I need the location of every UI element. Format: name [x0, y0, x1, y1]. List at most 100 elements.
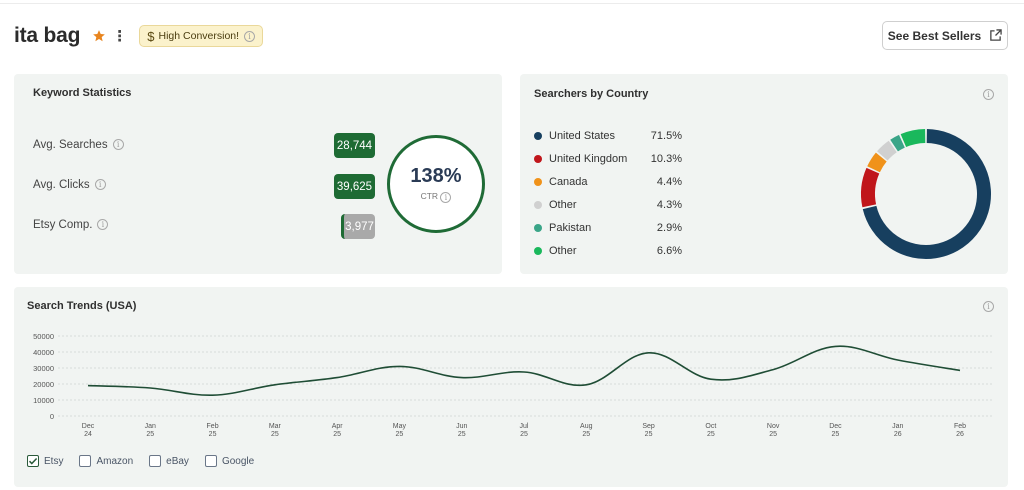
search-trends-panel: Search Trends (USA) i 0 10000 20000 30000 40…: [14, 287, 1008, 487]
x-tick-label: Nov: [767, 423, 780, 430]
info-icon[interactable]: i: [97, 219, 109, 231]
legend-label: Google: [221, 455, 255, 467]
x-tick-label: May: [393, 423, 407, 430]
x-tick-label: 25: [146, 431, 154, 438]
country-percent: 6.6%: [656, 245, 682, 257]
info-icon[interactable]: i: [244, 30, 256, 42]
checkbox[interactable]: [27, 455, 39, 467]
etsy-comp-value: 3,977: [341, 214, 375, 239]
searchers-by-country-panel: Searchers by Country i United States 71.5…: [520, 74, 1008, 274]
ctr-gauge: 138% CTR i: [387, 135, 485, 233]
x-tick-label: Dec: [82, 423, 95, 430]
x-tick-label: 25: [645, 431, 653, 438]
country-list-item: Canada 4.4%: [534, 174, 682, 190]
country-name: Other: [549, 199, 577, 211]
x-tick-label: 25: [582, 431, 590, 438]
legend-dot: [534, 178, 542, 186]
x-tick-label: Jan: [145, 423, 156, 430]
checkbox[interactable]: [149, 455, 162, 467]
star-icon[interactable]: [92, 29, 106, 43]
x-tick-label: Jul: [520, 423, 529, 430]
donut-slice: [877, 140, 897, 161]
see-best-sellers-button[interactable]: See Best Sellers: [882, 21, 1008, 50]
legend-dot: [534, 247, 542, 255]
country-percent: 71.5%: [650, 130, 682, 142]
checkbox[interactable]: [79, 455, 92, 467]
x-tick-label: 26: [894, 431, 902, 438]
ctr-label: CTR: [420, 191, 439, 202]
legend-label: eBay: [166, 455, 189, 467]
x-tick-label: Aug: [580, 423, 593, 430]
checkbox[interactable]: [204, 455, 217, 467]
see-best-sellers-label: See Best Sellers: [887, 28, 982, 43]
country-list-item: United Kingdom 10.3%: [534, 151, 682, 167]
info-icon[interactable]: i: [112, 139, 124, 151]
donut-slice: [862, 129, 991, 259]
country-list-item: United States 71.5%: [534, 128, 682, 144]
legend-dot: [534, 201, 542, 209]
etsy-comp-label: Etsy Comp. i: [33, 219, 109, 231]
donut-slice: [890, 134, 905, 152]
x-tick-label: 25: [769, 431, 777, 438]
avg-clicks-value: 39,625: [334, 174, 375, 199]
y-tick-label: 0: [50, 412, 54, 421]
x-tick-label: 25: [333, 431, 341, 438]
country-name: Other: [549, 245, 577, 257]
chart-legend: Etsy Amazon eBay Google: [27, 455, 270, 467]
legend-item-amazon[interactable]: Amazon: [79, 455, 133, 467]
legend-item-google[interactable]: Google: [204, 455, 255, 467]
legend-label: Etsy: [44, 455, 64, 467]
donut-slice: [900, 129, 926, 148]
info-icon[interactable]: i: [440, 191, 452, 203]
x-tick-label: 25: [458, 431, 466, 438]
search-trends-chart: 01000020000300004000050000Dec24Jan25Feb2…: [33, 332, 992, 438]
country-name: United States: [549, 130, 616, 142]
y-tick-label: 30000: [33, 364, 54, 373]
legend-item-ebay[interactable]: eBay: [149, 455, 189, 467]
country-percent: 2.9%: [656, 222, 682, 234]
x-tick-label: Apr: [332, 423, 344, 430]
avg-searches-value: 28,744: [334, 133, 375, 158]
badge-label: High Conversion!: [158, 30, 240, 42]
x-tick-label: Mar: [269, 423, 282, 430]
header: ita bag ⋮ $ High Conversion! i: [14, 22, 264, 50]
trends-panel-title: Search Trends (USA): [27, 300, 137, 312]
more-options-icon[interactable]: ⋮: [112, 27, 128, 45]
legend-dot: [534, 155, 542, 163]
x-tick-label: Feb: [954, 423, 966, 430]
info-icon[interactable]: i: [983, 89, 994, 100]
legend-dot: [534, 132, 542, 140]
avg-clicks-text: Avg. Clicks: [33, 179, 90, 191]
y-tick-label: 50000: [33, 332, 54, 341]
donut-slice: [861, 167, 880, 208]
country-percent: 4.4%: [656, 176, 682, 188]
x-tick-label: 24: [84, 431, 92, 438]
x-tick-label: Jan: [892, 423, 903, 430]
x-tick-label: 25: [271, 431, 279, 438]
info-icon[interactable]: i: [94, 179, 106, 191]
legend-dot: [534, 224, 542, 232]
x-tick-label: 25: [520, 431, 528, 438]
y-tick-label: 10000: [33, 396, 54, 405]
country-panel-title: Searchers by Country: [534, 88, 649, 100]
ctr-value: 138%: [410, 165, 462, 188]
donut-slice: [867, 152, 887, 173]
keyword-statistics-panel: Keyword Statistics Avg. Searches i 28,744…: [14, 74, 502, 274]
x-tick-label: Sep: [642, 423, 655, 430]
keyword-statistics-title: Keyword Statistics: [33, 87, 132, 99]
external-link-icon: [990, 29, 1002, 41]
x-tick-label: 25: [707, 431, 715, 438]
avg-searches-label: Avg. Searches i: [33, 139, 124, 151]
info-icon[interactable]: i: [983, 301, 994, 312]
x-tick-label: Oct: [705, 423, 716, 430]
legend-item-etsy[interactable]: Etsy: [27, 455, 63, 467]
x-tick-label: 26: [956, 431, 964, 438]
x-tick-label: Dec: [829, 423, 842, 430]
ctr-label-row: CTR i: [420, 191, 452, 203]
country-donut-chart: [861, 129, 991, 259]
country-list-item: Other 6.6%: [534, 243, 682, 259]
page-title: ita bag: [14, 24, 81, 47]
x-tick-label: 25: [209, 431, 217, 438]
dollar-icon: $: [147, 28, 155, 44]
country-name: Canada: [549, 176, 588, 188]
